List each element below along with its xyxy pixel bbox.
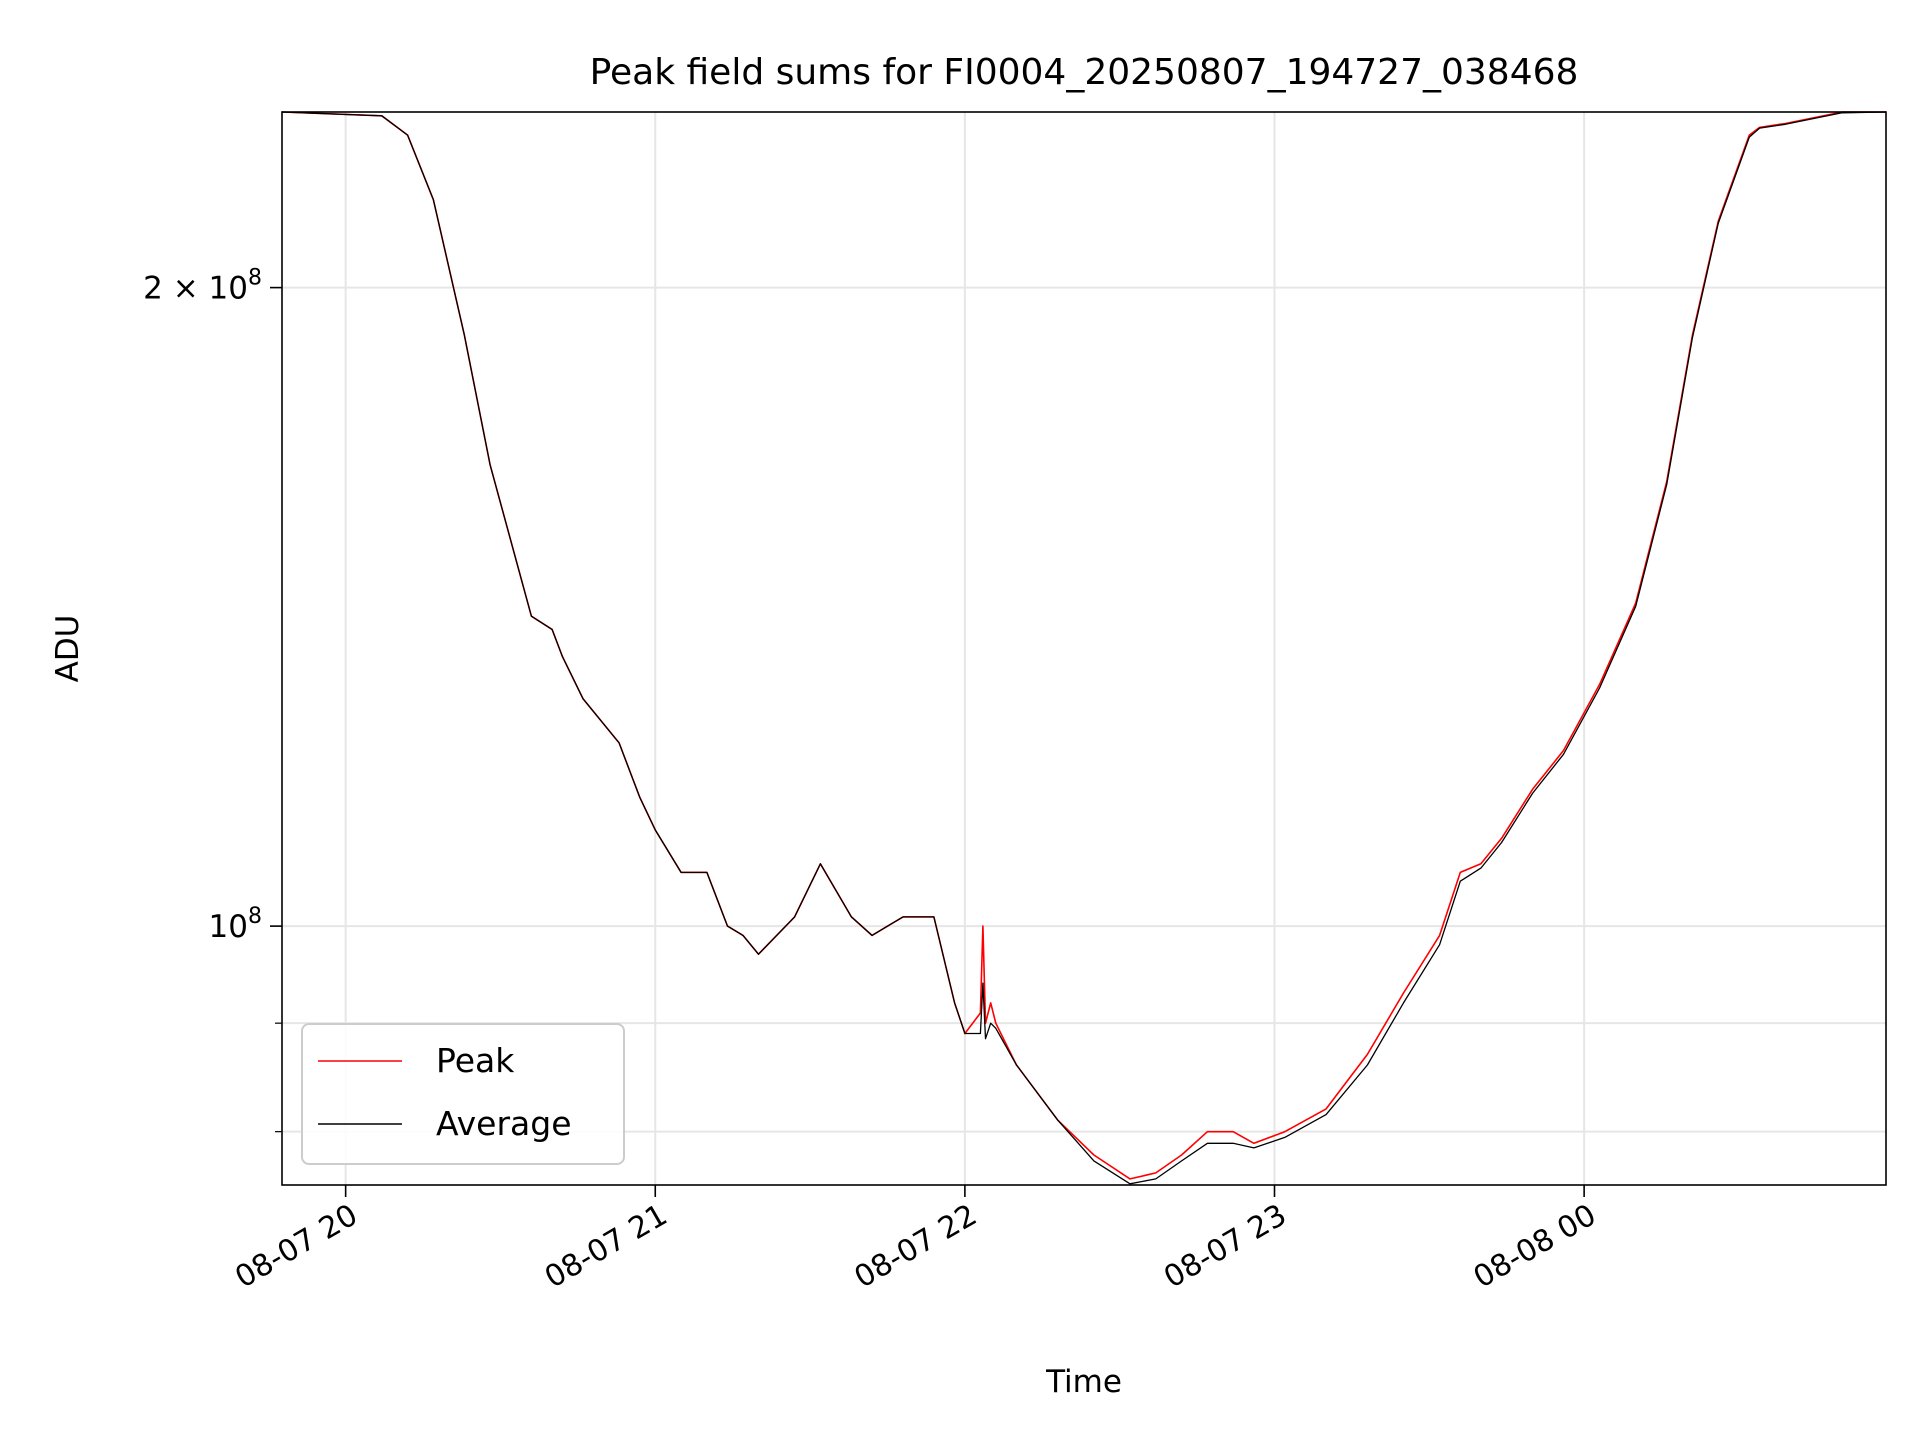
legend-label-peak: Peak (436, 1041, 515, 1080)
y-tick-exponent: 8 (248, 904, 262, 929)
plot-frame (281, 111, 1887, 1186)
legend-label-average: Average (436, 1104, 572, 1143)
x-axis-label: Time (1045, 1364, 1122, 1400)
y-tick-base: 10 (209, 271, 248, 307)
y-tick-exponent: 8 (248, 266, 262, 291)
y-tick-label: 2 × 108 (143, 266, 262, 307)
y-tick-label: 108 (209, 904, 262, 945)
legend-box (301, 1023, 625, 1165)
legend: Peak Average (301, 1023, 625, 1165)
y-tick-prefix: 2 × (143, 271, 208, 307)
series-group (281, 111, 1887, 1185)
series-line-average (281, 111, 1887, 1185)
y-axis-label: ADU (50, 615, 86, 683)
grid (282, 112, 1886, 1185)
y-tick-base: 10 (209, 909, 248, 945)
chart-title: Peak field sums for FI0004_20250807_1947… (590, 52, 1579, 93)
